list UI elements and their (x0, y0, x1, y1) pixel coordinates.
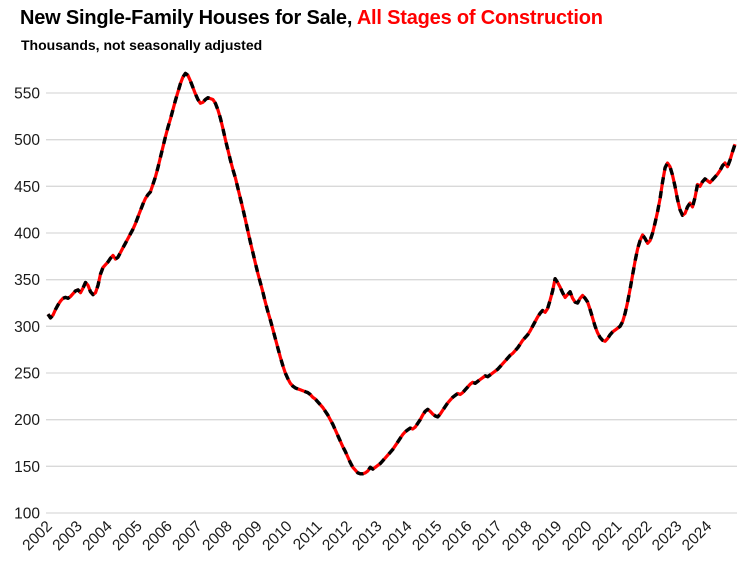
x-tick-label-2006: 2006 (139, 518, 175, 554)
x-tick-label-2021: 2021 (589, 518, 625, 554)
x-tick-label-2009: 2009 (229, 518, 265, 554)
gridlines (46, 92, 737, 514)
x-tick-label-2012: 2012 (319, 518, 355, 554)
x-tick-label-2020: 2020 (559, 518, 596, 555)
x-tick-label-2022: 2022 (619, 518, 655, 554)
x-tick-label-2004: 2004 (79, 518, 116, 555)
y-tick-label-100: 100 (14, 506, 40, 523)
y-tick-label-150: 150 (14, 459, 40, 476)
x-tick-label-2011: 2011 (290, 518, 326, 554)
x-tick-label-2023: 2023 (649, 518, 685, 554)
series-line-black-dashes (46, 71, 737, 476)
x-axis-labels: 2002200320042005200620072008200920102011… (19, 518, 715, 555)
chart-title: New Single-Family Houses for Sale, All S… (20, 7, 603, 30)
y-tick-label-500: 500 (14, 132, 40, 149)
y-tick-label-300: 300 (14, 319, 40, 336)
y-axis-labels: 100 150 200 250 300 350 400 450 500 550 (14, 86, 40, 523)
x-tick-label-2016: 2016 (439, 518, 475, 554)
x-tick-label-2013: 2013 (349, 518, 385, 554)
chart-title-highlight: All Stages of Construction (356, 7, 603, 29)
series-houses-for-sale (46, 71, 737, 476)
y-tick-label-450: 450 (14, 179, 40, 196)
y-tick-label-200: 200 (14, 412, 40, 429)
x-tick-label-2024: 2024 (679, 518, 716, 555)
x-tick-label-2010: 2010 (259, 518, 296, 555)
x-tick-label-2018: 2018 (499, 518, 535, 554)
y-tick-label-250: 250 (14, 366, 40, 383)
chart-subtitle: Thousands, not seasonally adjusted (21, 37, 263, 53)
x-tick-label-2015: 2015 (409, 518, 445, 554)
x-tick-label-2007: 2007 (169, 518, 205, 554)
x-tick-label-2014: 2014 (379, 518, 416, 555)
y-tick-label-350: 350 (14, 272, 40, 289)
x-tick-label-2003: 2003 (49, 518, 85, 554)
y-tick-label-400: 400 (14, 226, 40, 243)
chart-title-main: New Single-Family Houses for Sale, (20, 7, 353, 29)
x-tick-label-2017: 2017 (469, 518, 505, 554)
x-tick-label-2008: 2008 (199, 518, 235, 554)
x-tick-label-2019: 2019 (529, 518, 565, 554)
y-tick-label-550: 550 (14, 86, 40, 103)
x-tick-label-2002: 2002 (19, 518, 55, 554)
x-tick-label-2005: 2005 (109, 518, 145, 554)
